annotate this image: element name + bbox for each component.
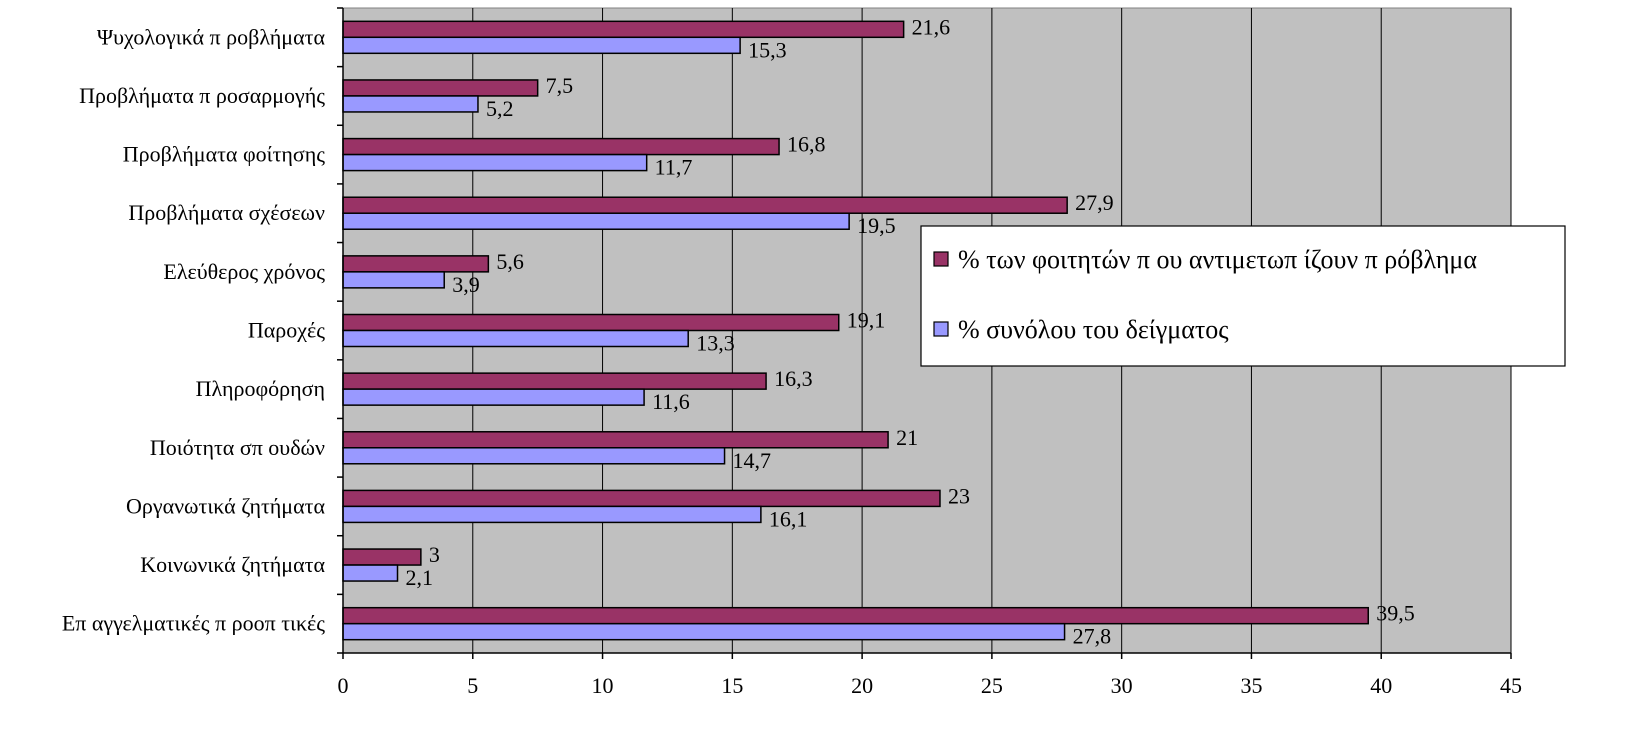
bar-s2-7	[342, 447, 726, 465]
category-label-8: Οργανωτικά ζητήματα	[126, 493, 325, 518]
data-label-s2-2: 11,7	[655, 155, 693, 180]
x-tick-label-4: 20	[851, 673, 873, 698]
bar-s2-5	[342, 329, 689, 348]
data-label-s1-9: 3	[429, 542, 440, 567]
data-label-s1-2: 16,8	[787, 132, 826, 157]
bar-s1-6	[342, 372, 767, 390]
x-tick-label-9: 45	[1500, 673, 1522, 698]
data-label-s1-3: 27,9	[1075, 190, 1114, 215]
x-tick-labels: 0 5 10 15 20 25 30 35 40 45	[338, 673, 1523, 698]
x-tick-label-8: 40	[1370, 673, 1392, 698]
category-label-4: Ελεύθερος χρόνος	[163, 259, 325, 284]
bar-s1-4	[342, 255, 490, 273]
category-label-10: Επ αγγελματικές π ροοπ τικές	[62, 611, 325, 636]
bar-s2-6	[342, 388, 645, 406]
data-label-s1-7: 21	[896, 425, 918, 450]
x-tick-label-7: 35	[1240, 673, 1262, 698]
x-tick-label-6: 30	[1111, 673, 1133, 698]
category-label-5: Παροχές	[248, 318, 325, 343]
category-labels: Ψυχολογικά π ροβλήματα Προβλήματα π ροσαρ…	[62, 24, 326, 635]
bar-s2-8	[342, 505, 762, 524]
x-tick-label-5: 25	[981, 673, 1003, 698]
data-label-s2-0: 15,3	[748, 37, 787, 62]
legend-box	[920, 225, 1566, 367]
x-tick-label-2: 10	[592, 673, 614, 698]
bar-s1-7	[342, 431, 889, 449]
data-label-s2-4: 3,9	[452, 272, 480, 297]
category-label-7: Ποιότητα σπ ουδών	[150, 435, 325, 460]
legend-swatch-2	[933, 321, 949, 337]
bar-s1-10	[342, 606, 1369, 625]
bar-s2-10	[342, 622, 1066, 641]
bar-s1-8	[342, 489, 941, 508]
x-tick-label-1: 5	[467, 673, 478, 698]
data-label-s2-9: 2,1	[406, 565, 434, 590]
legend-label-1: % των φοιτητών π ου αντιμετωπ ίζουν π ρό…	[958, 245, 1477, 274]
data-label-s1-4: 5,6	[496, 249, 523, 274]
data-label-s2-5: 13,3	[696, 331, 735, 356]
data-label-s1-10: 39,5	[1376, 601, 1415, 626]
category-label-1: Προβλήματα π ροσαρμογής	[79, 83, 325, 108]
category-label-0: Ψυχολογικά π ροβλήματα	[97, 24, 326, 49]
data-label-s1-5: 19,1	[847, 308, 886, 333]
data-label-s2-6: 11,6	[652, 389, 690, 414]
data-label-s1-6: 16,3	[774, 366, 813, 391]
x-tick-label-0: 0	[338, 673, 349, 698]
data-label-s1-0: 21,6	[912, 14, 951, 39]
legend-swatch-1	[933, 251, 949, 267]
bar-s1-0	[342, 20, 905, 39]
category-label-3: Προβλήματα σχέσεων	[128, 200, 325, 225]
data-label-s1-8: 23	[948, 483, 970, 508]
legend: % των φοιτητών π ου αντιμετωπ ίζουν π ρό…	[920, 225, 1566, 367]
data-label-s1-1: 7,5	[546, 73, 574, 98]
bar-s2-2	[342, 153, 648, 172]
bar-s2-4	[342, 271, 445, 289]
data-labels: 21,6 15,3 7,5 5,2 16,8 11,7 27,9 19,5 5,6 3,9 19,1…	[406, 14, 1415, 648]
data-label-s2-7: 14,7	[733, 448, 772, 473]
bar-s1-1	[342, 79, 539, 97]
bars	[342, 20, 1369, 641]
axes	[337, 7, 1512, 659]
x-tick-label-3: 15	[721, 673, 743, 698]
category-label-6: Πληροφόρηση	[196, 376, 325, 401]
bar-s1-5	[342, 313, 840, 332]
category-label-9: Κοινωνικά ζητήματα	[140, 552, 325, 577]
bar-s2-3	[342, 212, 850, 230]
bar-s1-9	[342, 548, 422, 566]
data-label-s2-10: 27,8	[1073, 624, 1112, 649]
bar-s1-3	[342, 196, 1068, 214]
bar-s2-9	[342, 564, 399, 582]
data-label-s2-3: 19,5	[857, 213, 896, 238]
bar-s2-1	[342, 95, 479, 113]
legend-label-2: % συνόλου του δείγματος	[958, 315, 1229, 344]
bar-s1-2	[342, 137, 780, 156]
category-label-2: Προβλήματα φοίτησης	[123, 142, 326, 167]
bar-s2-0	[342, 36, 741, 55]
data-label-s2-8: 16,1	[769, 506, 808, 531]
data-label-s2-1: 5,2	[486, 96, 513, 121]
